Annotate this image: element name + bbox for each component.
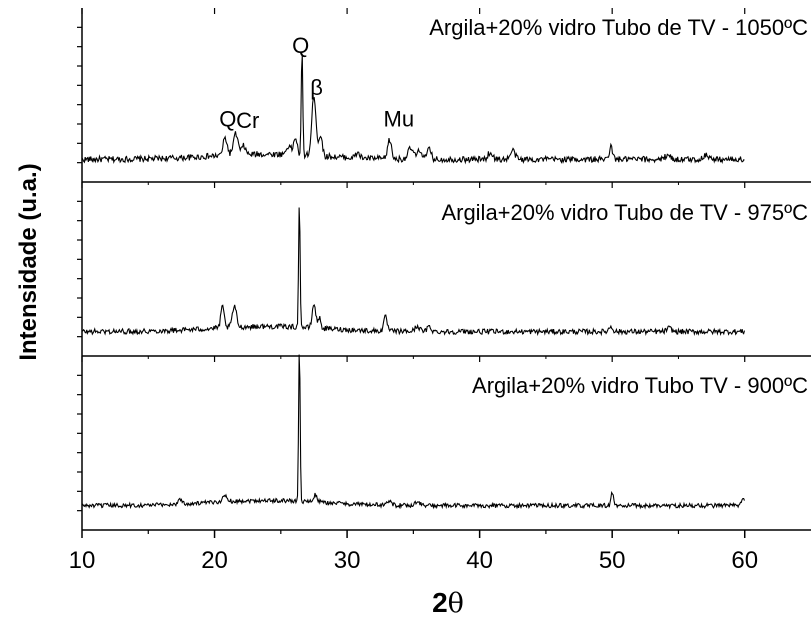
x-tick-label: 60 [731, 547, 758, 574]
panel-title: Argila+20% vidro Tubo de TV - 975ºC [441, 200, 808, 225]
peak-label: Cr [236, 108, 259, 133]
x-axis-label-main: 2 [432, 587, 448, 618]
x-tick-label: 50 [599, 547, 626, 574]
xrd-trace [81, 207, 745, 337]
panel-title: Argila+20% vidro Tubo TV - 900ºC [472, 373, 808, 398]
panel-title: Argila+20% vidro Tubo de TV - 1050ºC [429, 15, 808, 40]
peak-label: Q [292, 33, 309, 58]
peak-label: β [310, 75, 323, 100]
panel-2: Argila+20% vidro Tubo de TV - 975ºC [77, 182, 811, 357]
y-axis-label: Intensidade (u.a.) [15, 163, 42, 360]
xrd-trace [81, 354, 745, 510]
x-axis: 10 20 30 40 50 60 [69, 8, 758, 574]
x-tick-label: 20 [201, 547, 228, 574]
xrd-trace [81, 54, 745, 165]
peak-label: Mu [384, 106, 415, 131]
x-axis-label: 2θ [432, 587, 464, 619]
x-axis-label-symbol: θ [448, 588, 464, 619]
peak-label: Q [219, 106, 236, 131]
x-tick-label: 30 [334, 547, 361, 574]
x-tick-label: 40 [466, 547, 493, 574]
x-tick-label: 10 [69, 547, 96, 574]
panel-3: Argila+20% vidro Tubo TV - 900ºC [77, 354, 811, 531]
